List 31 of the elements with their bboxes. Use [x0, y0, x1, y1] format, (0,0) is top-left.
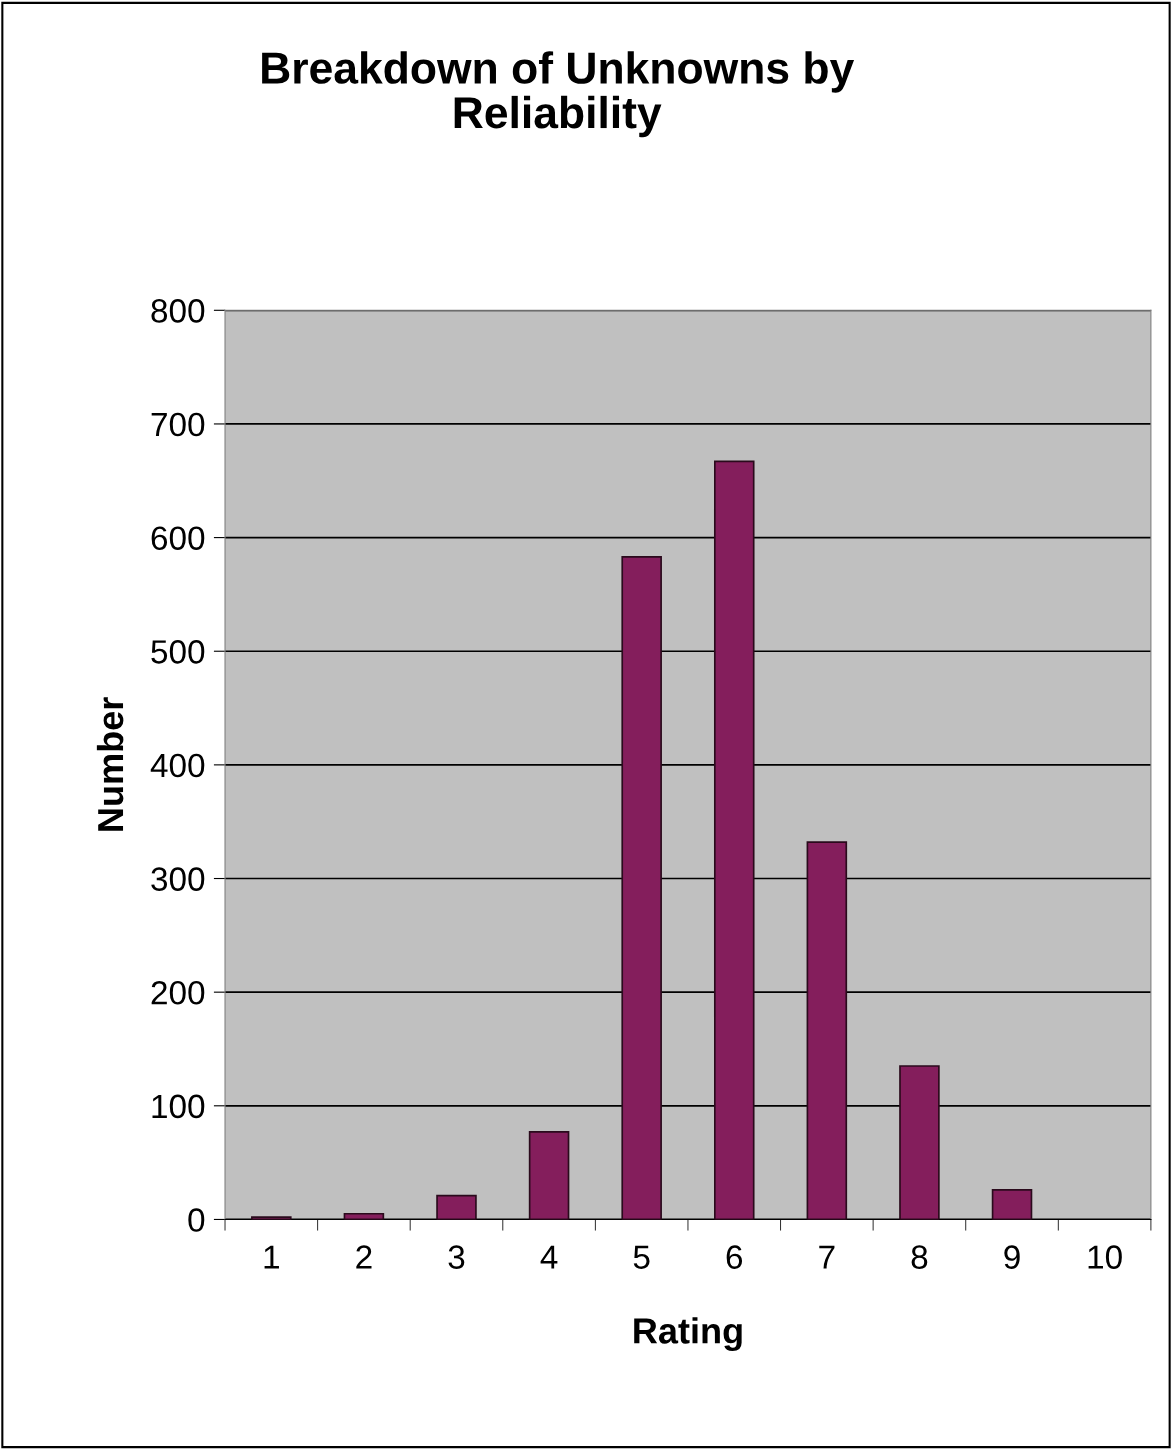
- bar: [343, 1212, 385, 1220]
- chart-title: Breakdown of Unknowns by Reliability: [262, 51, 855, 138]
- x-tick-label: 6: [726, 1245, 743, 1269]
- bar: [899, 1065, 940, 1220]
- x-tick-label: 4: [540, 1245, 558, 1269]
- x-tick-label: 1: [264, 1245, 279, 1269]
- bar: [713, 460, 755, 1220]
- bar: [991, 1189, 1033, 1220]
- y-tick-label: 800: [151, 299, 205, 323]
- x-tick-label: 3: [448, 1245, 465, 1269]
- x-tick-label: 8: [911, 1245, 928, 1269]
- x-tick-label: 5: [633, 1245, 650, 1269]
- y-tick-label: 400: [150, 753, 205, 778]
- y-tick-label: 600: [151, 526, 205, 550]
- x-tick-label: 9: [1004, 1245, 1020, 1269]
- bar: [621, 556, 662, 1220]
- bar: [806, 841, 848, 1220]
- y-tick-label: 500: [151, 640, 205, 664]
- x-axis-title: Rating: [634, 1317, 742, 1352]
- y-tick-label: 300: [151, 867, 205, 891]
- x-tick-label: 2: [356, 1245, 372, 1269]
- bar: [528, 1131, 570, 1220]
- bar: [436, 1194, 477, 1220]
- y-axis-title: Number: [96, 697, 124, 831]
- bar: [251, 1216, 292, 1220]
- y-tick-label: 0: [188, 1208, 205, 1232]
- x-tick-label: 10: [1088, 1245, 1122, 1269]
- y-tick-label: 200: [151, 980, 205, 1005]
- y-tick-label: 700: [151, 412, 205, 437]
- y-tick-label: 100: [152, 1094, 205, 1119]
- x-tick-label: 7: [819, 1245, 835, 1269]
